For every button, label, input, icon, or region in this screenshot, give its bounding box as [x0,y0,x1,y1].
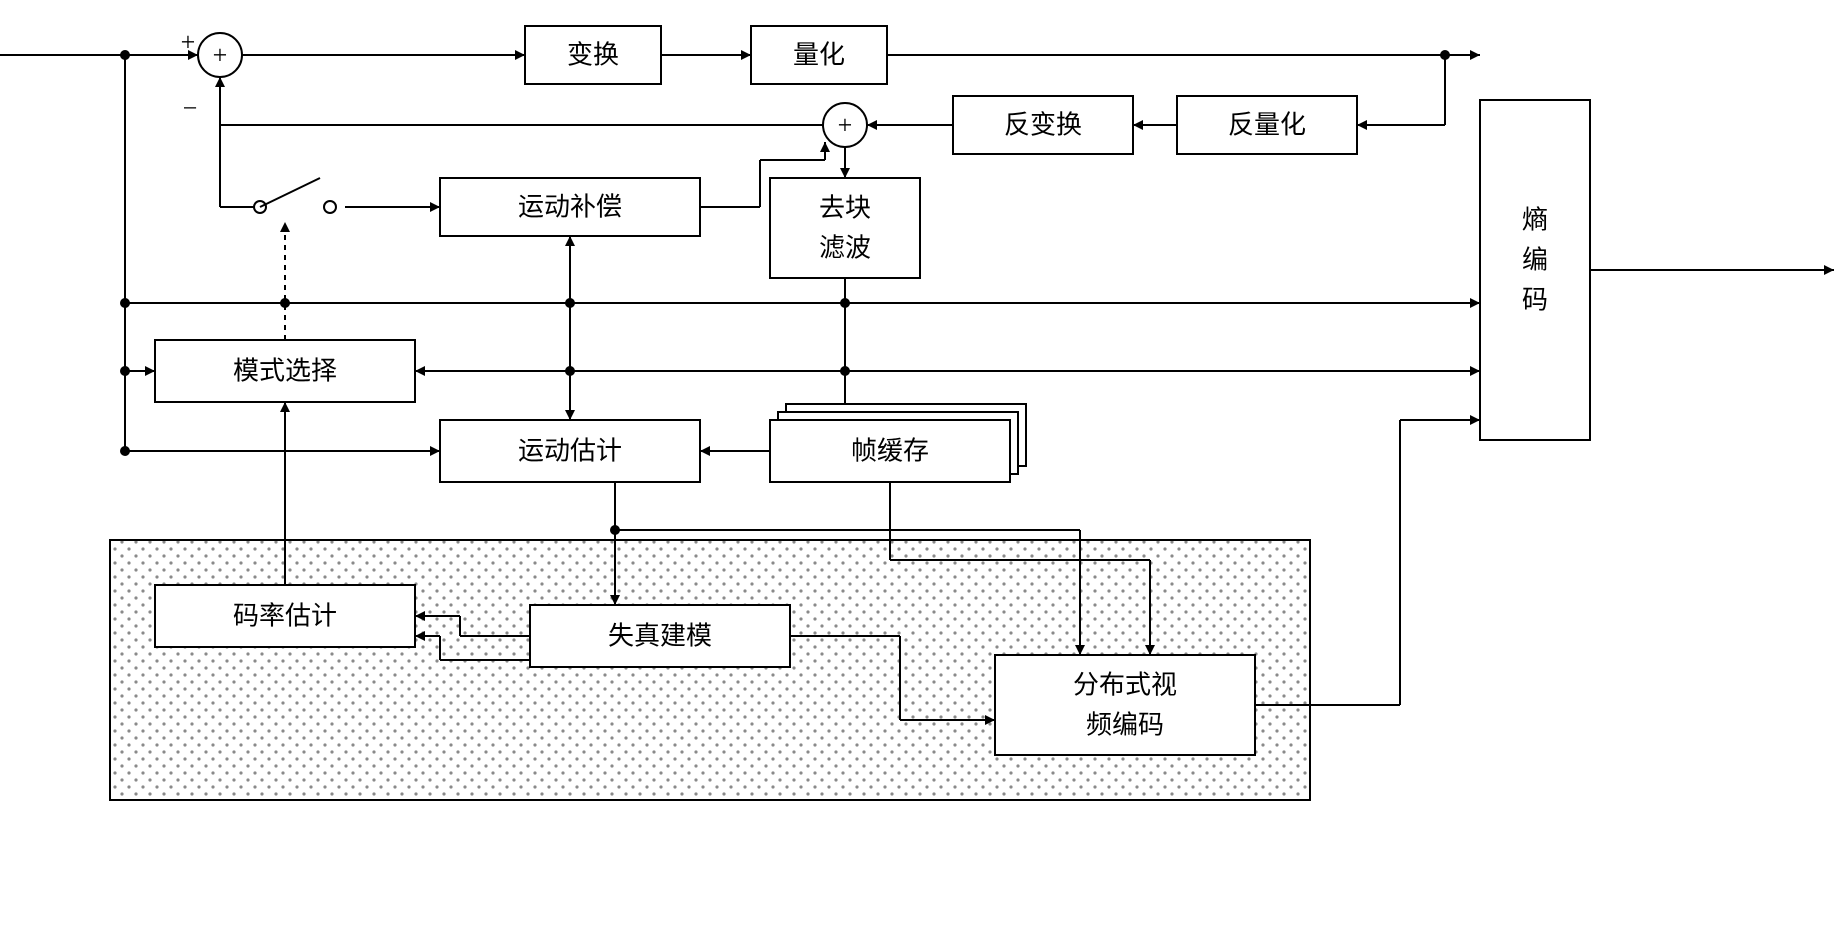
svg-text:频编码: 频编码 [1086,711,1164,740]
plus-label-1: + [181,28,196,57]
svg-text:变换: 变换 [567,41,619,70]
svg-text:编: 编 [1522,246,1548,275]
svg-text:熵: 熵 [1522,206,1548,235]
block-mode-selection: 模式选择 [155,340,415,402]
block-motion-compensation: 运动补偿 [440,178,700,236]
svg-text:码: 码 [1522,286,1548,315]
block-rate-estimation: 码率估计 [155,585,415,647]
svg-text:+: + [213,41,228,70]
minus-label: − [183,94,198,123]
block-motion-estimation: 运动估计 [440,420,700,482]
svg-text:模式选择: 模式选择 [233,357,337,386]
summer-1: + [198,33,242,77]
svg-text:量化: 量化 [793,41,845,70]
svg-text:运动补偿: 运动补偿 [518,193,622,222]
block-transform: 变换 [525,26,661,84]
svg-text:帧缓存: 帧缓存 [851,437,929,466]
svg-text:+: + [838,111,853,140]
svg-text:反变换: 反变换 [1004,111,1082,140]
block-distributed-video-coding: 分布式视 频编码 [995,655,1255,755]
block-entropy-coding: 熵 编 码 [1480,100,1590,440]
svg-text:运动估计: 运动估计 [518,437,622,466]
svg-text:分布式视: 分布式视 [1073,671,1177,700]
svg-text:失真建模: 失真建模 [608,622,712,651]
svg-text:滤波: 滤波 [819,234,871,263]
block-deblocking-filter: 去块 滤波 [770,178,920,278]
block-quantize: 量化 [751,26,887,84]
switch-icon [220,125,336,213]
svg-text:反量化: 反量化 [1228,111,1306,140]
summer-2: + [823,103,867,147]
svg-text:去块: 去块 [819,194,871,223]
svg-text:码率估计: 码率估计 [233,602,337,631]
block-inverse-quantize: 反量化 [1177,96,1357,154]
block-distortion-modeling: 失真建模 [530,605,790,667]
block-frame-buffer: 帧缓存 [770,404,1026,482]
block-inverse-transform: 反变换 [953,96,1133,154]
encoder-block-diagram: − + [0,0,1834,949]
